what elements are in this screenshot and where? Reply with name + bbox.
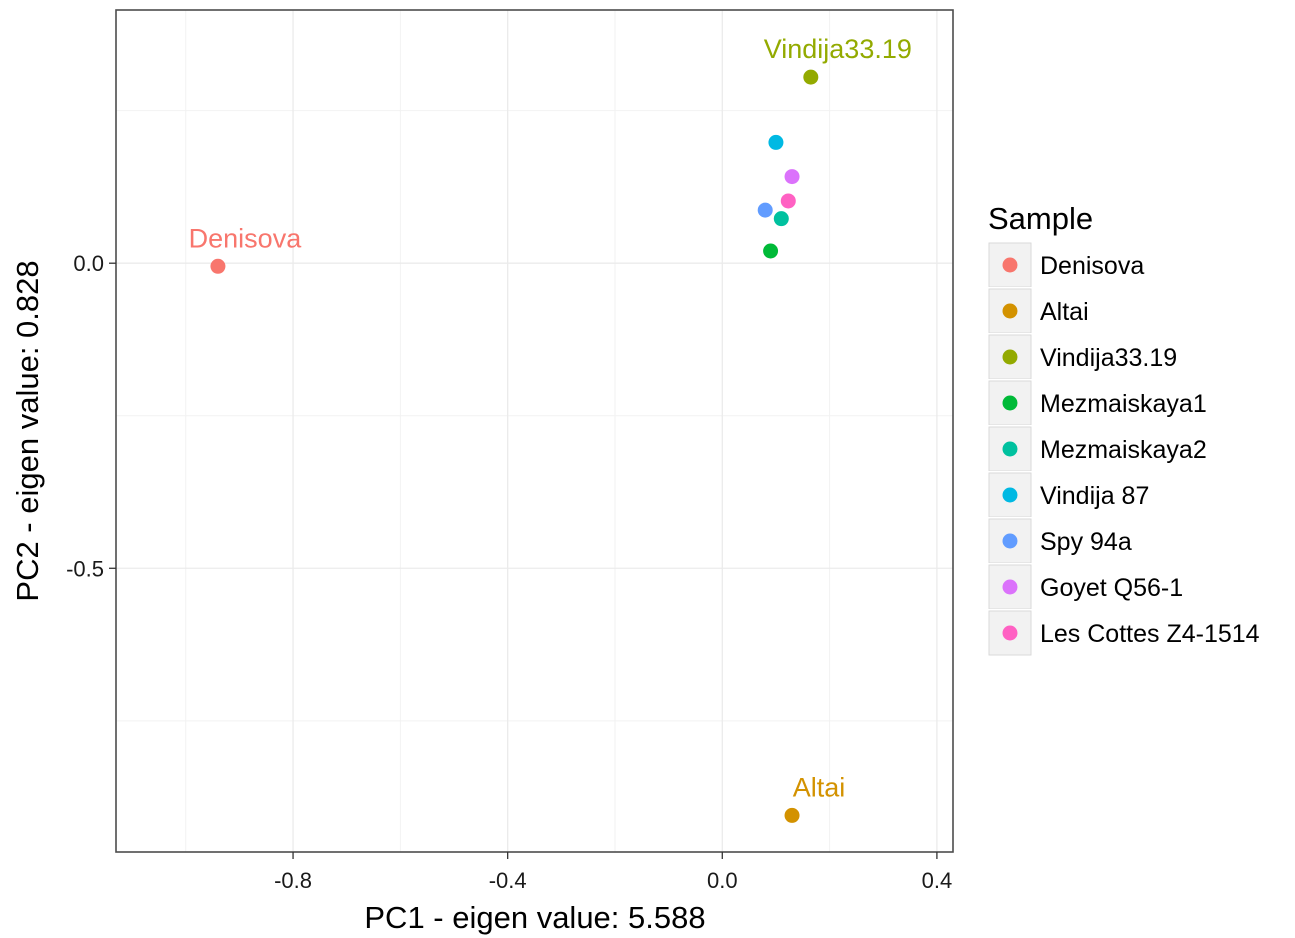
legend-key-vindija-87	[987, 471, 1033, 519]
y-tick-label: -0.5	[66, 556, 104, 581]
point-mezmaiskaya2	[773, 211, 789, 227]
point-denisova	[210, 258, 226, 274]
point-labels: Denisova Altai Vindija33.19	[189, 34, 912, 802]
legend-label-mezmaiskaya2: Mezmaiskaya2	[1040, 436, 1207, 464]
legend-swatch-mezmaiskaya2	[1002, 441, 1018, 457]
legend-swatch-denisova	[1002, 257, 1018, 273]
point-label-vindija33-19: Vindija33.19	[764, 34, 912, 64]
legend-key-vindija33-19	[987, 333, 1033, 381]
point-spy-94a	[757, 202, 773, 218]
legend-title: Sample	[988, 201, 1093, 236]
legend-label-denisova: Denisova	[1040, 252, 1144, 280]
legend-swatch-les-cottes-z4-1514	[1002, 625, 1018, 641]
legend: Sample Denisova Altai Vindija33.19 Mezmaisk…	[987, 201, 1260, 657]
legend-key-les-cottes-z4-1514	[987, 609, 1033, 657]
x-tick-label: 0.0	[707, 868, 738, 893]
x-axis: -0.8 -0.4 0.0 0.4	[274, 852, 952, 893]
y-axis: 0.0 -0.5	[66, 251, 116, 581]
x-axis-title: PC1 - eigen value: 5.588	[364, 900, 705, 935]
legend-label-mezmaiskaya1: Mezmaiskaya1	[1040, 390, 1207, 418]
point-mezmaiskaya1	[763, 243, 779, 259]
point-vindija-87	[768, 134, 784, 150]
y-tick-label: 0.0	[73, 251, 104, 276]
legend-label-spy-94a: Spy 94a	[1040, 528, 1132, 556]
legend-swatch-goyet-q56-1	[1002, 579, 1018, 595]
major-gridlines	[116, 10, 953, 852]
point-label-altai: Altai	[793, 772, 846, 802]
legend-swatch-mezmaiskaya1	[1002, 395, 1018, 411]
y-axis-title: PC2 - eigen value: 0.828	[10, 260, 45, 601]
legend-label-vindija-87: Vindija 87	[1040, 482, 1149, 510]
minor-gridlines	[116, 10, 953, 852]
data-points	[210, 69, 819, 823]
x-tick-label: 0.4	[922, 868, 953, 893]
point-goyet-q56-1	[784, 169, 800, 185]
legend-key-border-les-cottes-z4-1514	[988, 610, 1032, 656]
point-les-cottes-z4-1514	[780, 193, 796, 209]
legend-swatch-vindija-87	[1002, 487, 1018, 503]
x-tick-label: -0.8	[274, 868, 312, 893]
plot-panel-border	[115, 9, 954, 853]
legend-label-altai: Altai	[1040, 298, 1089, 326]
legend-label-vindija33-19: Vindija33.19	[1040, 344, 1177, 372]
point-label-denisova: Denisova	[189, 223, 303, 253]
legend-swatch-spy-94a	[1002, 533, 1018, 549]
legend-swatch-vindija33-19	[1002, 349, 1018, 365]
legend-swatch-altai	[1002, 303, 1018, 319]
x-tick-label: -0.4	[489, 868, 527, 893]
legend-label-les-cottes-z4-1514: Les Cottes Z4-1514	[1040, 620, 1260, 648]
legend-label-goyet-q56-1: Goyet Q56-1	[1040, 574, 1183, 602]
point-vindija33-19	[803, 69, 819, 85]
point-altai	[784, 807, 800, 823]
